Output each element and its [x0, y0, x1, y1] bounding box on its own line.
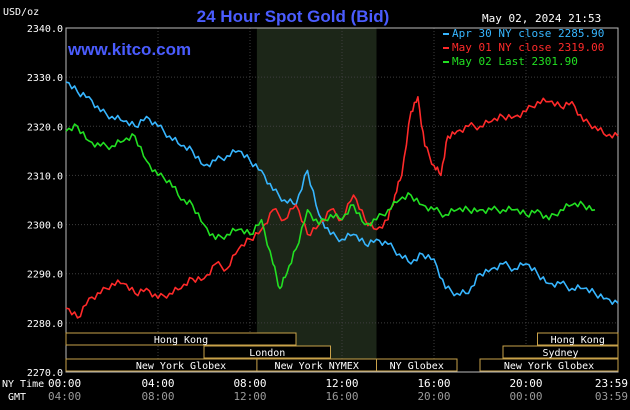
session-bar [376, 358, 458, 372]
x-tick-label-gmt: 20:00 [417, 390, 450, 403]
x-tick-label-ny: 08:00 [233, 377, 266, 390]
session-label: Sydney [542, 348, 578, 359]
session-bar [537, 332, 619, 346]
x-tick-label-gmt: 00:00 [509, 390, 542, 403]
session-bar [203, 345, 331, 359]
series-line-2 [65, 96, 619, 319]
nymex-session-highlight [256, 28, 377, 372]
x-tick-label-gmt: 12:00 [233, 390, 266, 403]
y-tick-label: 2290.0 [27, 270, 63, 281]
x-tick-label-ny: 23:59 [595, 377, 628, 390]
session-label: Hong Kong [551, 335, 605, 346]
y-tick-label: 2270.0 [27, 368, 63, 379]
session-bar [65, 332, 297, 346]
series-line-1 [65, 81, 619, 305]
y-tick-label: 2340.0 [27, 24, 63, 35]
y-axis-label: USD/oz [3, 7, 39, 18]
legend-entry: Apr 30 NY close 2285.90 [452, 27, 604, 40]
session-label: New York Globex [504, 361, 594, 372]
grid [65, 27, 619, 373]
x-tick-label-ny: 16:00 [417, 377, 450, 390]
x-tick-label-gmt: 04:00 [48, 390, 81, 403]
timestamp: May 02, 2024 21:53 [482, 12, 601, 25]
session-bars: Hong Kong London New York Globex New York N… [65, 332, 619, 372]
legend-entry: May 02 Last 2301.90 [452, 55, 578, 68]
x-axis-ticks: 00:0004:0004:0008:0008:0012:0012:0016:00… [48, 377, 628, 403]
chart-title: 24 Hour Spot Gold (Bid) [197, 7, 390, 26]
session-label: New York Globex [136, 361, 226, 372]
session-bar [502, 345, 619, 359]
watermark: www.kitco.com [67, 40, 191, 59]
x-tick-label-ny: 20:00 [509, 377, 542, 390]
x-tick-label-ny: 00:00 [48, 377, 81, 390]
y-tick-label: 2330.0 [27, 73, 63, 84]
y-tick-label: 2300.0 [27, 221, 63, 232]
x-tick-label-ny: 04:00 [141, 377, 174, 390]
session-bar [479, 358, 619, 372]
legend-entry: May 01 NY close 2319.00 [452, 41, 604, 54]
x-tick-label-gmt: 08:00 [141, 390, 174, 403]
y-tick-label: 2310.0 [27, 171, 63, 182]
x-row-label-ny: NY Time [2, 379, 44, 390]
x-tick-label-gmt: 03:59 [595, 390, 628, 403]
y-tick-label: 2280.0 [27, 319, 63, 330]
session-label: New York NYMEX [275, 361, 359, 372]
session-label: London [249, 348, 285, 359]
y-tick-label: 2320.0 [27, 122, 63, 133]
x-tick-label-ny: 12:00 [325, 377, 358, 390]
series-line-3 [65, 123, 596, 290]
x-row-label-gmt: GMT [8, 392, 26, 403]
session-label: NY Globex [390, 361, 444, 372]
series-layer [65, 81, 619, 319]
session-label: Hong Kong [154, 335, 208, 346]
plot-border [65, 27, 619, 373]
y-axis-ticks: 2340.0 2330.0 2320.0 2310.0 2300.0 2290.0 2280… [27, 24, 63, 379]
x-tick-label-gmt: 16:00 [325, 390, 358, 403]
